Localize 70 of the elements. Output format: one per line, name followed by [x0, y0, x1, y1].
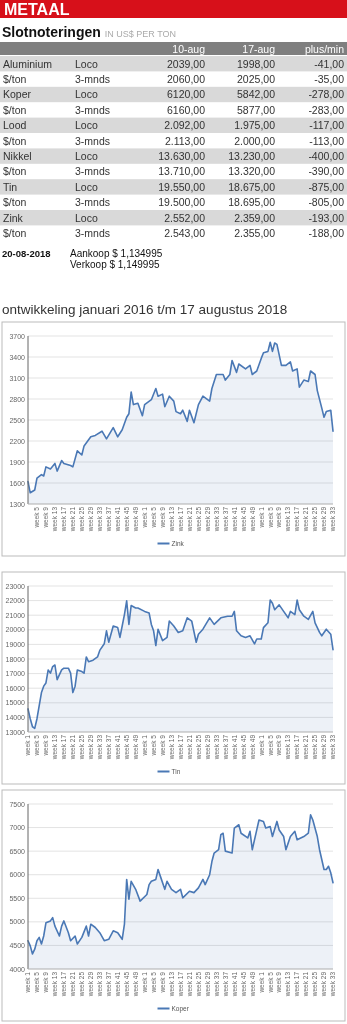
text: 2.552,00 — [164, 211, 206, 224]
text: 3-mnds — [75, 103, 111, 116]
text: Loco — [75, 88, 98, 101]
text: 6120,00 — [167, 88, 206, 101]
text: -193,00 — [308, 211, 345, 224]
text: 18.675,00 — [228, 180, 276, 193]
text: 2039,00 — [167, 57, 206, 70]
text: 19.500,00 — [158, 196, 206, 209]
text: 3-mnds — [75, 165, 111, 178]
text: Loco — [75, 180, 98, 193]
text: -390,00 — [308, 165, 345, 178]
text: Loco — [75, 211, 98, 224]
text: 1.975,00 — [234, 119, 276, 132]
text: 18.695,00 — [228, 196, 276, 209]
text: 10-aug — [172, 42, 206, 55]
text: $/ton — [3, 72, 27, 85]
text: 3-mnds — [75, 72, 111, 85]
text: 13.630,00 — [158, 149, 206, 162]
text: 19.550,00 — [158, 180, 206, 193]
text: Loco — [75, 149, 98, 162]
text: 17-aug — [242, 42, 276, 55]
text: 5842,00 — [237, 88, 276, 101]
text: 3-mnds — [75, 226, 111, 239]
text: Zink — [3, 211, 24, 224]
text: -35,00 — [314, 72, 345, 85]
text: 2.000,00 — [234, 134, 276, 147]
text: -283,00 — [308, 103, 345, 116]
text: 13.710,00 — [158, 165, 206, 178]
text: plus/min — [304, 42, 345, 55]
text: 13.230,00 — [228, 149, 276, 162]
text: 3-mnds — [75, 134, 111, 147]
text: 2060,00 — [167, 72, 206, 85]
text: -805,00 — [308, 196, 345, 209]
text: Lood — [3, 119, 27, 132]
text: 2.113,00 — [164, 134, 206, 147]
text: IN US$ PER TON — [104, 29, 176, 39]
text: $/ton — [3, 226, 27, 239]
text: $/ton — [3, 134, 27, 147]
text: $/ton — [3, 165, 27, 178]
text: 2.359,00 — [234, 211, 276, 224]
text: 13.320,00 — [228, 165, 276, 178]
text: $/ton — [3, 196, 27, 209]
text: Tin — [3, 180, 18, 193]
text: -117,00 — [309, 119, 345, 132]
text: -113,00 — [309, 134, 345, 147]
text: 2.355,00 — [234, 226, 276, 239]
text: Koper — [3, 88, 32, 101]
text: 1998,00 — [237, 57, 276, 70]
text: -400,00 — [308, 149, 345, 162]
text: 20-08-2018 — [2, 247, 51, 259]
text: 2.543,00 — [164, 226, 206, 239]
text: -41,00 — [314, 57, 345, 70]
chart-title: ontwikkeling januari 2016 t/m 17 augustus 2018 — [2, 302, 288, 317]
text: 5877,00 — [237, 103, 276, 116]
text: METAAL — [4, 1, 70, 18]
text: -875,00 — [308, 180, 345, 193]
text: Nikkel — [3, 149, 32, 162]
text: 3-mnds — [75, 196, 111, 209]
text: $/ton — [3, 103, 27, 116]
text: Loco — [75, 119, 98, 132]
text: 2.092,00 — [164, 119, 206, 132]
text: Slotnoteringen — [2, 24, 101, 40]
text: Aankoop $ 1,134995 — [70, 247, 163, 259]
text: 2025,00 — [237, 72, 276, 85]
text: -188,00 — [308, 226, 345, 239]
text: Loco — [75, 57, 98, 70]
text: Aluminium — [3, 57, 53, 70]
text: -278,00 — [308, 88, 345, 101]
text: 6160,00 — [167, 103, 206, 116]
text: Verkoop $ 1,149995 — [70, 258, 160, 270]
